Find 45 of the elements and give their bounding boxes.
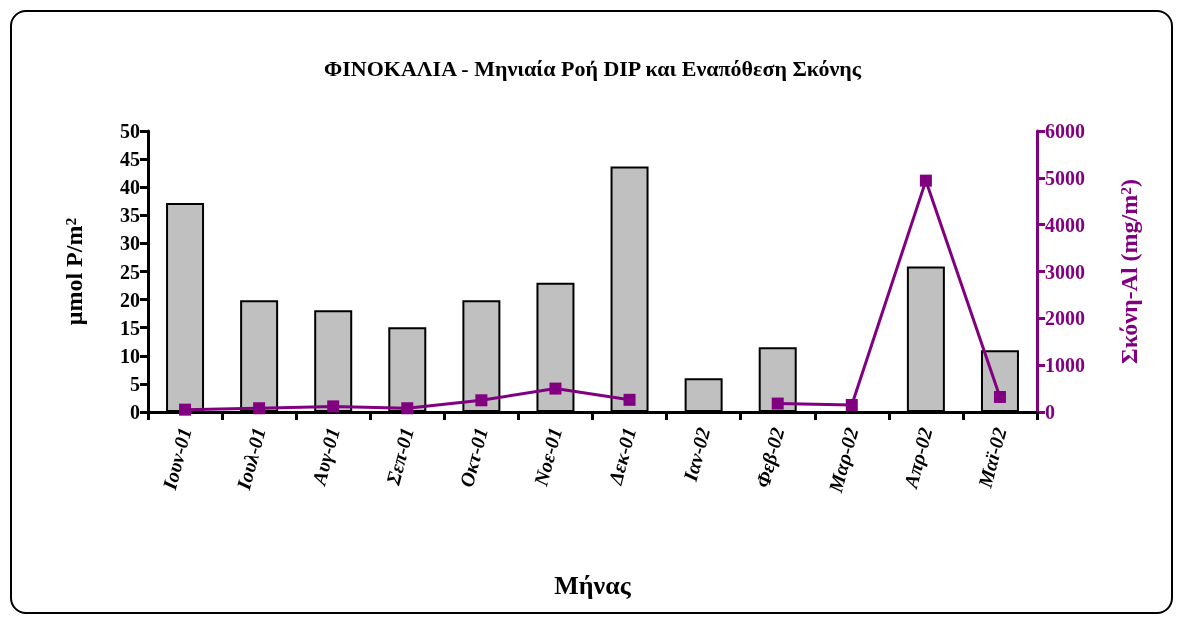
x-tick-label: Οκτ-01 — [455, 425, 492, 490]
point — [993, 391, 1006, 404]
x-tick-label: Μαρ-02 — [823, 425, 864, 496]
x-axis-title: Μήνας — [554, 570, 632, 600]
y-tick-label: 30 — [120, 232, 140, 255]
y-tick-label: 10 — [120, 344, 140, 367]
x-tick-label: Νοε-01 — [529, 425, 567, 490]
point — [845, 398, 858, 411]
x-tick-label: Ιουν-01 — [157, 425, 196, 493]
x-tick-label: Δεκ-01 — [603, 425, 641, 488]
y-tick-label: 50 — [120, 120, 140, 142]
y2-tick-label: 6000 — [1045, 120, 1085, 142]
point — [401, 402, 414, 415]
y2-tick-label: 0 — [1045, 401, 1055, 423]
y2-tick-label: 1000 — [1045, 354, 1085, 377]
point — [179, 403, 192, 416]
y2-tick-label: 3000 — [1045, 260, 1085, 283]
y-tick-label: 20 — [120, 288, 140, 311]
point — [327, 400, 340, 413]
x-tick-label: Ιαν-02 — [678, 425, 715, 485]
y2-tick-label: 5000 — [1045, 166, 1085, 189]
y-tick-label: 40 — [120, 176, 140, 199]
point — [549, 382, 562, 395]
point — [623, 393, 636, 406]
y2-tick-label: 4000 — [1045, 213, 1085, 236]
point — [475, 394, 488, 407]
y-tick-label: 25 — [120, 260, 140, 283]
x-tick-label: Ιουλ-01 — [231, 425, 270, 493]
point — [919, 174, 932, 187]
y-axis-title: μmol P/m2 — [61, 217, 87, 326]
y-tick-label: 15 — [120, 316, 140, 339]
point — [771, 397, 784, 410]
point — [253, 402, 266, 415]
x-tick-label: Σεπ-01 — [381, 425, 418, 488]
y-tick-label: 45 — [120, 148, 140, 171]
x-tick-label: Απρ-02 — [898, 425, 938, 493]
y2-tick-label: 2000 — [1045, 307, 1085, 330]
x-tick-label: Μαϊ-02 — [973, 425, 1011, 491]
x-tick-label: Αυγ-01 — [307, 425, 345, 490]
y-tick-label: 35 — [120, 204, 140, 227]
chart-title: ΦΙΝΟΚΑΛΙΑ - Μηνιαία Ροή DIP και Εναπόθεση Σκόνης — [324, 55, 862, 81]
y-tick-label: 5 — [130, 372, 140, 395]
y2-axis-title: Σκόνη-Al (mg/m2) — [1116, 178, 1142, 365]
x-tick-label: Φεβ-02 — [751, 425, 790, 490]
y-tick-label: 0 — [130, 401, 140, 423]
